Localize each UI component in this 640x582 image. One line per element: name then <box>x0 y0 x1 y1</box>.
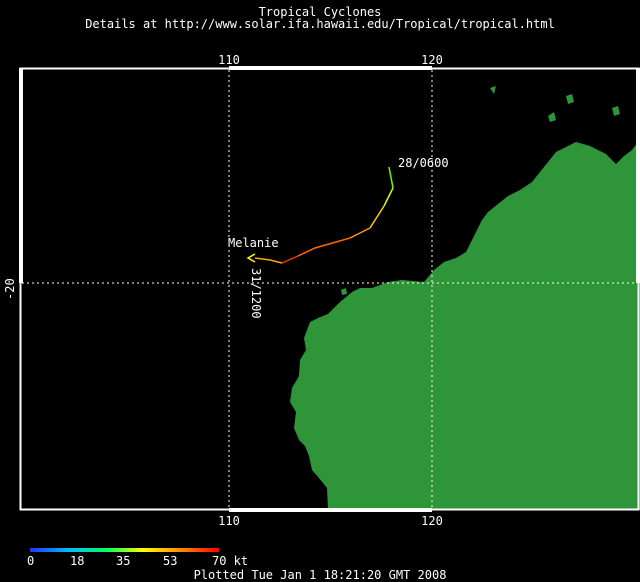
page-title: Tropical Cyclones <box>258 5 382 19</box>
island <box>341 288 347 295</box>
intensity-legend-bar <box>30 548 219 552</box>
lon-tick-top-110: 110 <box>218 53 240 67</box>
track-segment <box>254 257 283 264</box>
track-segment <box>383 187 394 207</box>
track-segment <box>297 237 351 257</box>
storm-track <box>246 166 394 264</box>
legend-label-18: 18 <box>70 554 85 568</box>
island <box>612 106 620 116</box>
plotted-timestamp: Plotted Tue Jan 1 18:21:20 GMT 2008 <box>193 568 447 582</box>
track-segment <box>281 255 299 264</box>
track-start-label: 28/0600 <box>398 156 449 170</box>
legend-label-53: 53 <box>163 554 178 568</box>
island <box>300 408 306 426</box>
track-end-label: 31/1200 <box>249 268 263 319</box>
legend-label-35: 35 <box>116 554 131 568</box>
track-end-marker <box>246 253 256 263</box>
island <box>490 86 496 94</box>
legend-label-0: 0 <box>27 554 35 568</box>
track-segment <box>388 166 394 189</box>
lon-tick-top-120: 120 <box>421 53 443 67</box>
page-subtitle: Details at http://www.solar.ifa.hawaii.e… <box>85 17 555 31</box>
island <box>566 94 574 104</box>
track-segment <box>349 227 371 239</box>
lat-tick-minus-20: -20 <box>3 278 17 300</box>
lon-tick-bottom-110: 110 <box>218 514 240 528</box>
lon-tick-bottom-120: 120 <box>421 514 443 528</box>
island <box>548 112 556 122</box>
legend-label-70kt: 70 kt <box>212 554 249 568</box>
storm-name-label: Melanie <box>228 236 279 250</box>
track-segment <box>369 205 385 229</box>
land-australia <box>290 140 640 510</box>
